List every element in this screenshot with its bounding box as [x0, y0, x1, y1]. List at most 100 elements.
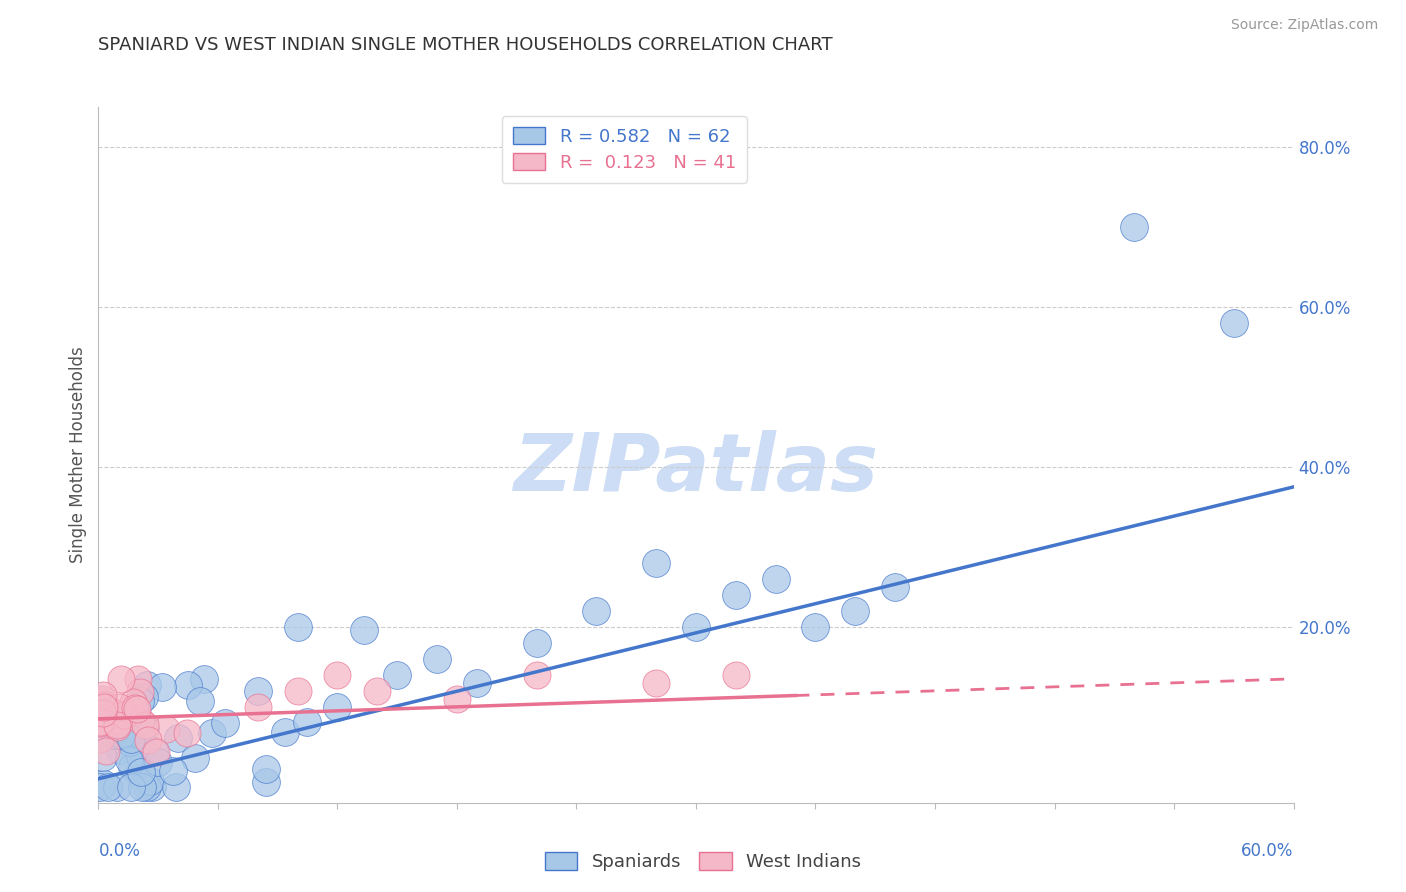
Point: [526, 636, 548, 650]
Point: [120, 780, 142, 794]
Point: [128, 764, 150, 779]
Point: [645, 556, 668, 570]
Point: [804, 620, 827, 634]
Point: [246, 699, 269, 714]
Point: [90, 692, 112, 706]
Point: [201, 726, 224, 740]
Point: [121, 760, 143, 774]
Point: [103, 706, 125, 721]
Point: [765, 572, 787, 586]
Point: [104, 707, 127, 722]
Point: [120, 735, 142, 749]
Point: [724, 588, 747, 602]
Point: [162, 764, 184, 779]
Point: [326, 699, 349, 714]
Point: [100, 704, 122, 718]
Point: [124, 700, 146, 714]
Point: [884, 580, 907, 594]
Point: [120, 731, 142, 746]
Text: ZIPatlas: ZIPatlas: [513, 430, 879, 508]
Point: [105, 717, 128, 731]
Point: [94, 744, 117, 758]
Point: [125, 702, 148, 716]
Y-axis label: Single Mother Households: Single Mother Households: [69, 347, 87, 563]
Point: [128, 685, 150, 699]
Point: [93, 698, 115, 712]
Point: [121, 695, 143, 709]
Point: [135, 678, 157, 692]
Point: [446, 691, 468, 706]
Point: [91, 706, 114, 720]
Point: [114, 728, 136, 742]
Point: [90, 695, 112, 709]
Point: [129, 714, 152, 728]
Point: [132, 690, 155, 704]
Point: [118, 700, 141, 714]
Point: [129, 749, 152, 764]
Point: [108, 699, 131, 714]
Point: [287, 620, 309, 634]
Point: [111, 721, 134, 735]
Point: [134, 718, 156, 732]
Point: [155, 722, 177, 736]
Point: [110, 728, 132, 742]
Point: [465, 676, 488, 690]
Point: [108, 743, 131, 757]
Point: [139, 774, 162, 789]
Point: [254, 762, 277, 776]
Point: [89, 716, 111, 731]
Point: [274, 725, 297, 739]
Point: [152, 680, 174, 694]
Point: [142, 744, 165, 758]
Point: [93, 730, 115, 744]
Text: 60.0%: 60.0%: [1241, 842, 1294, 860]
Point: [135, 780, 157, 794]
Text: 0.0%: 0.0%: [98, 842, 141, 860]
Point: [91, 749, 114, 764]
Point: [326, 668, 349, 682]
Point: [91, 689, 114, 703]
Point: [127, 672, 149, 686]
Point: [176, 726, 198, 740]
Legend: R = 0.582   N = 62, R =  0.123   N = 41: R = 0.582 N = 62, R = 0.123 N = 41: [502, 116, 747, 183]
Point: [93, 705, 115, 719]
Point: [724, 668, 747, 682]
Point: [366, 683, 388, 698]
Point: [105, 780, 128, 794]
Point: [134, 722, 156, 736]
Point: [93, 777, 115, 791]
Point: [131, 780, 153, 794]
Point: [385, 668, 409, 682]
Point: [190, 694, 212, 708]
Point: [138, 732, 160, 747]
Point: [129, 694, 152, 708]
Point: [214, 716, 236, 731]
Point: [97, 780, 120, 794]
Point: [100, 716, 122, 731]
Point: [844, 604, 866, 618]
Point: [103, 728, 125, 742]
Point: [166, 731, 188, 745]
Point: [1223, 316, 1246, 330]
Point: [645, 676, 668, 690]
Point: [110, 713, 132, 727]
Point: [93, 700, 115, 714]
Point: [177, 678, 200, 692]
Point: [89, 732, 111, 747]
Point: [98, 703, 121, 717]
Legend: Spaniards, West Indians: Spaniards, West Indians: [537, 846, 869, 879]
Text: Source: ZipAtlas.com: Source: ZipAtlas.com: [1230, 18, 1378, 32]
Point: [129, 765, 152, 780]
Point: [297, 714, 319, 729]
Point: [145, 745, 167, 759]
Point: [89, 714, 111, 729]
Point: [585, 604, 607, 618]
Point: [254, 775, 277, 789]
Point: [353, 623, 375, 637]
Point: [110, 672, 132, 686]
Point: [118, 753, 141, 767]
Text: SPANIARD VS WEST INDIAN SINGLE MOTHER HOUSEHOLDS CORRELATION CHART: SPANIARD VS WEST INDIAN SINGLE MOTHER HO…: [98, 36, 832, 54]
Point: [193, 673, 215, 687]
Point: [89, 780, 111, 794]
Point: [426, 652, 449, 666]
